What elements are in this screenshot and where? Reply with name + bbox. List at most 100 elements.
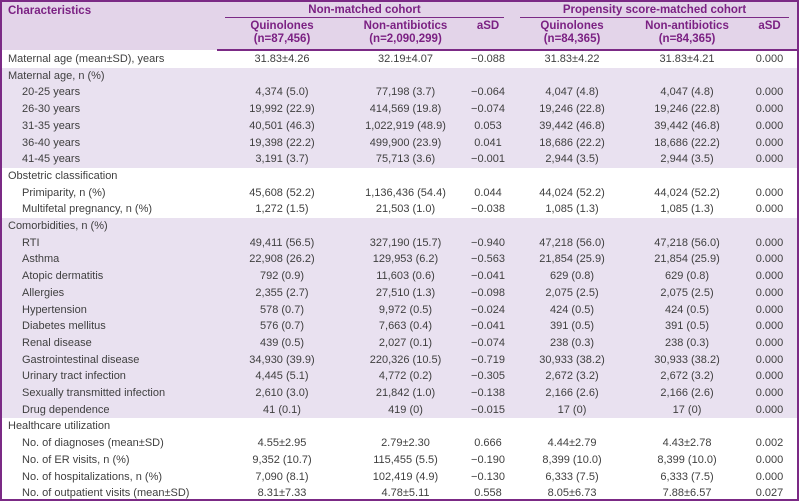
row-label: Maternal age, n (%) (2, 67, 217, 85)
row-label: Primiparity, n (%) (2, 184, 217, 202)
spanner-non-matched-label: Non-matched cohort (225, 4, 505, 18)
cell-value: 576 (0.7) (217, 318, 347, 335)
cell-value: 49,411 (56.5) (217, 234, 347, 252)
cell-value: 419 (0) (347, 401, 464, 419)
cell-value: 44,024 (52.2) (512, 184, 633, 202)
cell-value: 11,603 (0.6) (347, 268, 464, 285)
cell-value: 75,713 (3.6) (347, 151, 464, 168)
cell-value: 45,608 (52.2) (217, 184, 347, 202)
section-row: Healthcare utilization (2, 418, 797, 436)
cell-value: 8,399 (10.0) (512, 451, 633, 469)
col-header-name: aSD (758, 20, 781, 32)
cell-value: 327,190 (15.7) (347, 234, 464, 252)
cell-value: 31.83±4.22 (512, 50, 633, 68)
cell-value: 1,272 (1.5) (217, 201, 347, 219)
cell-value: 2,672 (3.2) (512, 368, 633, 386)
cell-value: 17 (0) (512, 401, 633, 419)
row-label: Atopic dermatitis (2, 268, 217, 285)
row-label: Urinary tract infection (2, 368, 217, 386)
cell-value: 0.000 (742, 251, 797, 269)
cell-value (632, 167, 743, 185)
cell-value: 2,610 (3.0) (217, 385, 347, 402)
cell-value: 47,218 (56.0) (632, 234, 743, 252)
row-label: Allergies (2, 284, 217, 302)
cell-value: −0.190 (464, 451, 513, 469)
col-header-asd-psm: aSD (742, 18, 797, 51)
cell-value: −0.305 (464, 368, 513, 386)
cell-value (217, 418, 347, 436)
cell-value: 8.05±6.73 (512, 485, 633, 499)
cell-value: 499,900 (23.9) (347, 134, 464, 152)
cell-value: 0.000 (742, 234, 797, 252)
table-row: Atopic dermatitis 792 (0.9) 11,603 (0.6) −0… (2, 268, 797, 285)
cell-value: 2,944 (3.5) (632, 151, 743, 168)
table-row: RTI 49,411 (56.5) 327,190 (15.7) −0.940 47,2… (2, 234, 797, 252)
cell-value: 4,047 (4.8) (512, 84, 633, 102)
cell-value: 0.000 (742, 84, 797, 102)
cell-value: 0.000 (742, 151, 797, 168)
row-label: No. of outpatient visits (mean±SD) (2, 485, 217, 499)
cell-value (632, 67, 743, 85)
cell-value: 21,854 (25.9) (632, 251, 743, 269)
cell-value: 0.000 (742, 134, 797, 152)
cell-value: 2,166 (2.6) (512, 385, 633, 402)
cell-value: 129,953 (6.2) (347, 251, 464, 269)
table-row: Drug dependence 41 (0.1) 419 (0) −0.015 17 (… (2, 401, 797, 419)
spanner-row: Characteristics Non-matched cohort Prope… (2, 2, 797, 50)
row-label: 20-25 years (2, 84, 217, 102)
cell-value: 629 (0.8) (512, 268, 633, 285)
cell-value: 0.000 (742, 50, 797, 68)
cell-value: 8.31±7.33 (217, 485, 347, 499)
table-row: 36-40 years 19,398 (22.2) 499,900 (23.9) 0.… (2, 134, 797, 152)
col-header-name: Non-antibiotics (363, 20, 448, 32)
cell-value: 2,075 (2.5) (632, 284, 743, 302)
cell-value: 31.83±4.21 (632, 50, 743, 68)
cell-value: −0.024 (464, 301, 513, 319)
cell-value (217, 218, 347, 235)
cell-value: 391 (0.5) (632, 318, 743, 335)
cell-value: 4.78±5.11 (347, 485, 464, 499)
cell-value: 2,075 (2.5) (512, 284, 633, 302)
cell-value: 1,022,919 (48.9) (347, 117, 464, 135)
cell-value (742, 167, 797, 185)
cell-value: 19,398 (22.2) (217, 134, 347, 152)
cell-value: 27,510 (1.3) (347, 284, 464, 302)
cell-value: 2,027 (0.1) (347, 334, 464, 352)
cell-value: 30,933 (38.2) (632, 351, 743, 369)
cell-value: 0.044 (464, 184, 513, 202)
table-row: Hypertension 578 (0.7) 9,972 (0.5) −0.024 42… (2, 301, 797, 319)
cell-value: 7,663 (0.4) (347, 318, 464, 335)
table-row: Maternal age (mean±SD), years 31.83±4.26 3… (2, 50, 797, 68)
row-label: 26-30 years (2, 101, 217, 118)
cell-value: 4.55±2.95 (217, 435, 347, 452)
cell-value: 31.83±4.26 (217, 50, 347, 68)
cell-value: 4,772 (0.2) (347, 368, 464, 386)
cell-value: −0.098 (464, 284, 513, 302)
cell-value: 0.053 (464, 117, 513, 135)
col-header-name: aSD (476, 20, 500, 32)
cell-value: 414,569 (19.8) (347, 101, 464, 118)
cell-value (464, 418, 513, 436)
table-row: Allergies 2,355 (2.7) 27,510 (1.3) −0.098 2,… (2, 284, 797, 302)
table-row: 26-30 years 19,992 (22.9) 414,569 (19.8) −0… (2, 101, 797, 118)
cell-value: 39,442 (46.8) (512, 117, 633, 135)
section-row: Comorbidities, n (%) (2, 218, 797, 235)
table-row: Primiparity, n (%) 45,608 (52.2) 1,136,436… (2, 184, 797, 202)
cell-value: 6,333 (7.5) (632, 468, 743, 486)
cell-value (217, 67, 347, 85)
cell-value: 424 (0.5) (512, 301, 633, 319)
table-row: Multifetal pregnancy, n (%) 1,272 (1.5) 21… (2, 201, 797, 219)
cell-value: −0.719 (464, 351, 513, 369)
spanner-non-matched-cohort: Non-matched cohort (217, 2, 513, 18)
cell-value: 0.000 (742, 201, 797, 219)
table-row: Urinary tract infection 4,445 (5.1) 4,772 … (2, 368, 797, 386)
col-header-asd-nm: aSD (464, 18, 513, 51)
row-label: No. of hospitalizations, n (%) (2, 468, 217, 486)
cell-value (347, 67, 464, 85)
cell-value: 0.000 (742, 468, 797, 486)
cell-value (742, 218, 797, 235)
cell-value: 0.000 (742, 117, 797, 135)
cell-value (632, 418, 743, 436)
row-label: Hypertension (2, 301, 217, 319)
